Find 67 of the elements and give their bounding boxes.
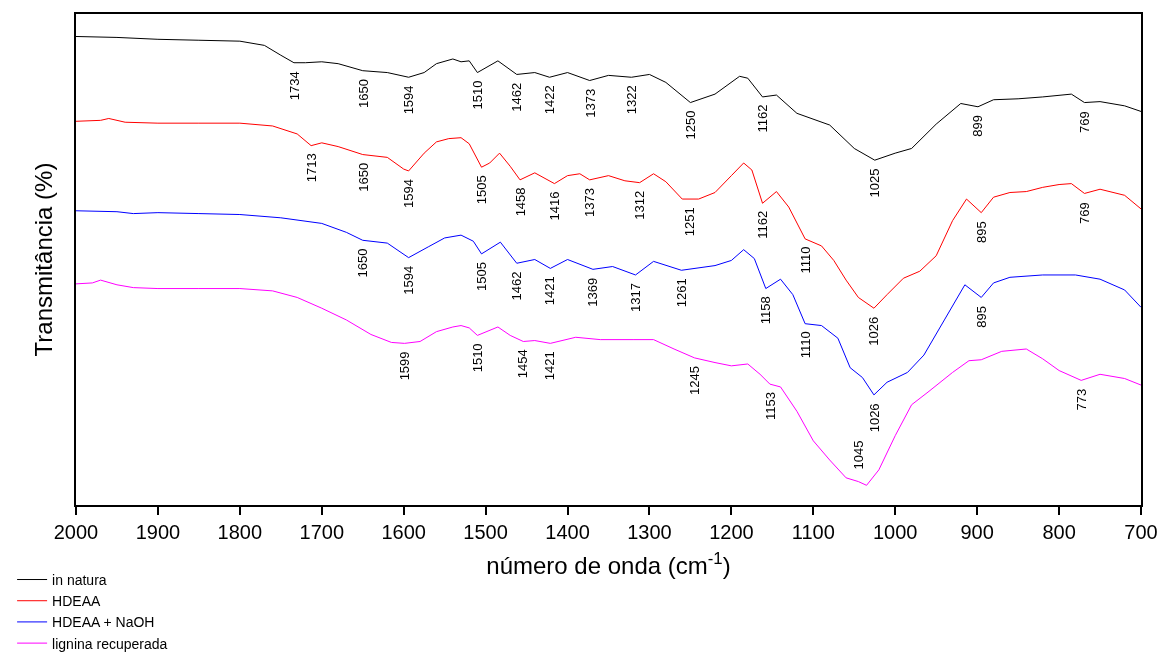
- annotation: 1250: [683, 110, 699, 140]
- annotation: 1458: [512, 187, 528, 217]
- annotation: 1713: [303, 153, 319, 183]
- annotation: 1162: [755, 210, 771, 239]
- annotation: 1594: [401, 179, 417, 209]
- x-tick-label: 1300: [627, 521, 672, 543]
- annotation: 1369: [585, 277, 601, 307]
- annotation: 1153: [762, 392, 778, 421]
- annotation: 769: [1076, 111, 1092, 134]
- annotation: 1734: [286, 71, 302, 101]
- annotation: 1416: [547, 191, 563, 221]
- legend-label: in natura: [52, 571, 107, 588]
- annotation: 1454: [515, 349, 531, 379]
- legend-label: HDEAA: [52, 593, 101, 610]
- annotation: 1251: [682, 207, 698, 237]
- annotation: 895: [973, 306, 989, 328]
- annotation: 1599: [396, 351, 412, 381]
- y-axis-title: Transmitância (%): [29, 162, 57, 357]
- x-tick-label: 1100: [791, 521, 835, 543]
- legend-label: lignina recuperada: [52, 635, 168, 652]
- x-tick-label: 1800: [217, 521, 263, 543]
- annotation: 1510: [470, 80, 486, 110]
- x-axis-title: número de onda (cm$^{-1}$): [486, 548, 731, 579]
- annotation: 1261: [673, 278, 689, 308]
- annotation: 1110: [797, 331, 813, 359]
- annotation: 1026: [866, 403, 882, 433]
- x-tick-label: 800: [1042, 521, 1076, 543]
- x-tick-label: 1200: [709, 521, 754, 543]
- annotation: 1162: [754, 104, 770, 133]
- annotation: 1594: [401, 265, 417, 295]
- x-tick-label: 1700: [299, 521, 345, 543]
- annotation: 1650: [355, 162, 371, 192]
- annotation: 1650: [355, 79, 371, 108]
- annotation: 1594: [400, 85, 416, 115]
- x-tick-label: 700: [1124, 521, 1158, 543]
- x-tick-label: 900: [960, 521, 994, 543]
- x-tick-label: 1000: [872, 521, 918, 543]
- annotation: 1317: [628, 283, 644, 312]
- annotation: 1373: [582, 88, 598, 118]
- annotation: 769: [1077, 202, 1093, 224]
- annotation: 1505: [473, 175, 489, 205]
- annotation: 1505: [474, 261, 490, 291]
- annotation: 899: [970, 115, 986, 137]
- annotation: 1462: [508, 82, 524, 112]
- annotation: 1026: [866, 316, 882, 346]
- annotation: 895: [973, 221, 989, 243]
- annotation: 1421: [542, 276, 558, 306]
- annotation: 1422: [541, 85, 557, 115]
- x-tick-label: 1900: [135, 521, 181, 543]
- annotation: 1510: [469, 343, 485, 373]
- annotation: 1373: [582, 188, 598, 218]
- annotation: 1650: [354, 248, 370, 278]
- annotation: 773: [1073, 388, 1089, 411]
- annotation: 1462: [509, 271, 524, 301]
- annotation: 1158: [758, 296, 774, 325]
- legend-label: HDEAA + NaOH: [52, 614, 155, 631]
- x-tick-label: 1600: [381, 521, 426, 543]
- annotation: 1312: [632, 190, 648, 220]
- annotation: 1045: [851, 440, 867, 470]
- annotation: 1025: [867, 168, 883, 198]
- annotation: 1245: [687, 365, 703, 395]
- x-tick-label: 2000: [53, 521, 99, 543]
- annotation: 1322: [623, 85, 639, 115]
- annotation: 1110: [797, 246, 813, 274]
- x-tick-label: 1400: [545, 521, 590, 543]
- x-tick-label: 1500: [463, 521, 508, 543]
- annotation: 1421: [542, 351, 558, 381]
